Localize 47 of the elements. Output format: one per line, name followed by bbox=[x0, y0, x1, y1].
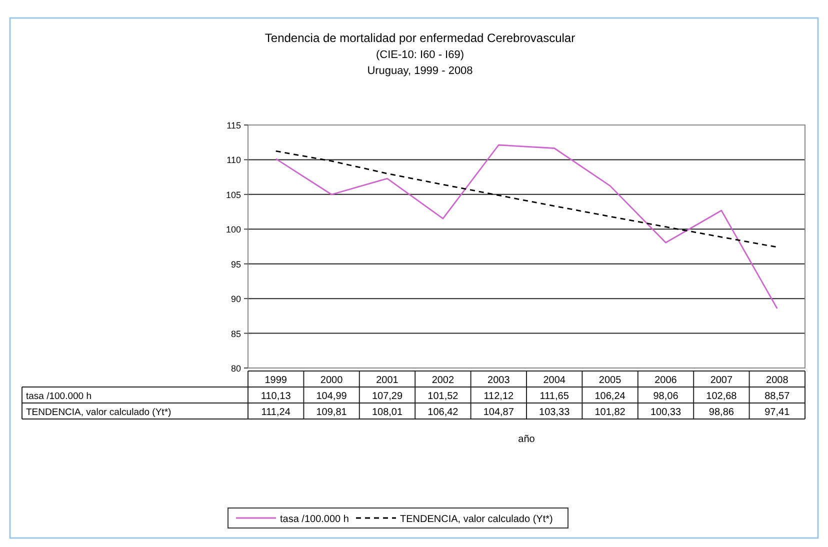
data-label: 102,68 bbox=[706, 391, 738, 402]
data-label: 106,24 bbox=[594, 391, 626, 402]
data-label: 100,33 bbox=[650, 407, 682, 418]
y-tick-label: 85 bbox=[230, 328, 241, 339]
y-tick-label: 105 bbox=[226, 190, 241, 200]
data-label: 111,65 bbox=[540, 391, 570, 402]
data-label: 101,52 bbox=[428, 391, 459, 402]
text: tasa /100.000 h bbox=[26, 391, 92, 402]
data-label: 108,01 bbox=[372, 407, 403, 418]
x-tick-label: 2000 bbox=[320, 375, 344, 386]
data-label: 103,33 bbox=[539, 407, 570, 418]
data-label: 101,82 bbox=[594, 407, 626, 418]
data-label: 112,12 bbox=[484, 391, 514, 402]
y-tick-label: 80 bbox=[230, 364, 241, 374]
y-tick-label: 110 bbox=[226, 155, 241, 166]
x-tick-label: 2008 bbox=[766, 375, 789, 386]
data-label: 106,42 bbox=[428, 407, 459, 418]
legend-label: tasa /100.000 h bbox=[280, 514, 349, 525]
data-label: 88,57 bbox=[764, 391, 790, 402]
y-tick-label: 115 bbox=[226, 120, 241, 130]
data-label: 98,06 bbox=[653, 391, 679, 402]
x-tick-label: 2003 bbox=[488, 375, 510, 386]
line-series bbox=[275, 150, 778, 248]
data-label: 97,41 bbox=[764, 407, 790, 418]
x-tick-label: 2006 bbox=[654, 375, 678, 386]
y-tick-label: 95 bbox=[230, 259, 241, 270]
chart-title: Tendencia de mortalidad por enfermedad Cerebrovascular bbox=[264, 31, 576, 45]
x-tick-label: 2005 bbox=[598, 375, 622, 386]
data-label: 107,29 bbox=[372, 391, 403, 402]
legend-label: TENDENCIA, valor calculado (Yt*) bbox=[400, 514, 553, 525]
data-label: 110,13 bbox=[260, 391, 292, 402]
y-tick-label: 90 bbox=[230, 294, 241, 304]
x-axis-title: año bbox=[518, 434, 536, 445]
x-tick-label: 2007 bbox=[710, 375, 734, 386]
x-tick-label: 2001 bbox=[376, 375, 399, 386]
y-tick-label: 100 bbox=[226, 224, 241, 235]
data-label: 104,87 bbox=[483, 407, 514, 418]
data-label: 109,81 bbox=[316, 407, 348, 418]
data-label: 104,99 bbox=[316, 391, 348, 402]
x-tick-label: 2004 bbox=[543, 375, 566, 386]
data-label: 98,86 bbox=[708, 407, 734, 418]
line-series bbox=[275, 144, 778, 310]
text: TENDENCIA, valor calculado (Yt*) bbox=[26, 407, 172, 418]
x-tick-label: 1999 bbox=[264, 375, 288, 386]
chart-subtitle: (CIE-10: I60 - I69) Uruguay, 1999 - 2008 bbox=[367, 49, 473, 77]
x-tick-label: 2002 bbox=[432, 375, 455, 386]
data-label: 111,24 bbox=[261, 407, 291, 418]
